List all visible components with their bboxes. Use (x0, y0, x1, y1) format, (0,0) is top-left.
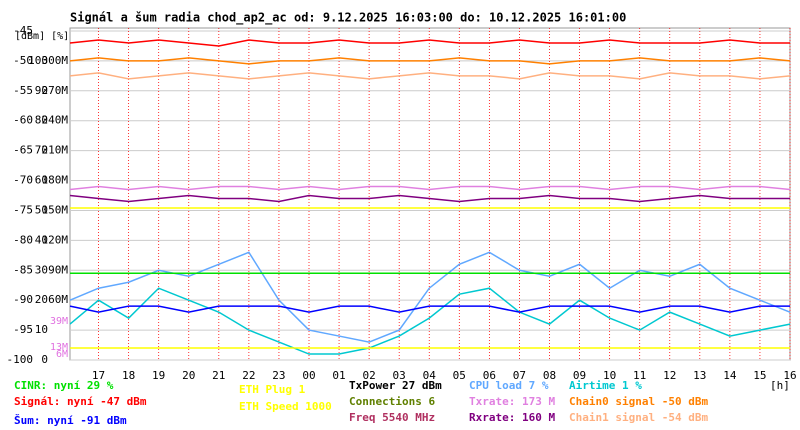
legend-entry: Txrate: 173 M (469, 395, 555, 408)
x-unit: [h] (770, 379, 790, 392)
y-tick-label: -50 (13, 54, 33, 67)
y-tick-label: -55 (13, 84, 33, 97)
x-tick-label: 03 (393, 369, 406, 382)
x-tick-label: 16 (783, 369, 796, 382)
y-tick-label: -90 (13, 293, 33, 306)
y-pct-label: 80 (35, 114, 48, 127)
x-tick-label: 22 (242, 369, 255, 382)
y-pct-label: 60 (35, 174, 48, 187)
y-tick-label: -60 (13, 114, 33, 127)
x-tick-label: 19 (152, 369, 165, 382)
y-rate-label: 60M (48, 293, 68, 306)
legend-entry: Šum: nyní -91 dBm (14, 414, 127, 427)
y-rate-label: 150M (42, 203, 69, 216)
x-tick-label: 05 (453, 369, 466, 382)
x-tick-label: 01 (332, 369, 345, 382)
x-tick-label: 06 (483, 369, 496, 382)
legend-entry: CINR: nyní 29 % (14, 379, 114, 392)
y-pct-label: 90 (35, 84, 48, 97)
y-pct-label: 10 (35, 323, 48, 336)
y-marker-label: 6M (56, 349, 68, 360)
y-marker-label: 13M (50, 342, 68, 353)
y-tick-label: -70 (13, 174, 33, 187)
y-tick-label: -85 (13, 263, 33, 276)
y-tick-label: -65 (13, 144, 33, 157)
chart-title: Signál a šum radia chod_ap2_ac od: 9.12.… (70, 11, 626, 26)
y-rate-label: 120M (42, 233, 69, 246)
legend-entry: Signál: nyní -47 dBm (14, 395, 147, 408)
x-tick-label: 12 (663, 369, 676, 382)
y-pct-label: 70 (35, 144, 48, 157)
legend-entry: Chain0 signal -50 dBm (569, 395, 708, 408)
series-line (69, 185, 791, 191)
y-rate-label: 300M (42, 54, 69, 67)
y-pct-label: 20 (35, 293, 48, 306)
x-tick-label: 20 (182, 369, 195, 382)
series-line (69, 287, 791, 355)
x-tick-label: 15 (753, 369, 766, 382)
series-line (69, 305, 790, 313)
annotation: Freq 5540 MHz (349, 411, 435, 424)
y-pct-label: 50 (35, 203, 48, 216)
y-rate-label: 240M (42, 114, 69, 127)
y-tick-label: -45 (13, 24, 33, 37)
series-line (69, 194, 790, 203)
y-tick-label: -95 (13, 323, 33, 336)
annotation: TxPower 27 dBm (349, 379, 442, 392)
x-tick-label: 13 (693, 369, 706, 382)
legend-entry: Rxrate: 160 M (469, 411, 555, 424)
x-tick-label: 23 (272, 369, 285, 382)
y-tick-label: -100 (7, 353, 34, 366)
y-rate-label: 270M (42, 84, 69, 97)
series-line (69, 57, 791, 65)
series-line (69, 72, 791, 80)
legend-entry: Airtime 1 % (569, 379, 642, 392)
x-tick-label: 14 (723, 369, 737, 382)
y-pct-label: 100 (28, 54, 48, 67)
x-tick-label: 07 (513, 369, 526, 382)
x-tick-label: 18 (122, 369, 135, 382)
x-tick-label: 10 (603, 369, 616, 382)
y-tick-label: -75 (13, 203, 33, 216)
y-pct-label: 30 (35, 263, 48, 276)
legend-entry: ETH Plug 1 (239, 383, 306, 396)
x-tick-label: 21 (212, 369, 225, 382)
x-tick-label: 08 (543, 369, 556, 382)
x-tick-label: 09 (573, 369, 586, 382)
y-tick-label: -80 (13, 233, 33, 246)
series-line (69, 39, 790, 47)
x-tick-label: 11 (633, 369, 646, 382)
series-line (69, 251, 791, 343)
y-marker-label: 39M (50, 316, 68, 327)
legend-entry: CPU load 7 % (469, 379, 549, 392)
y-pct-label: 40 (35, 233, 48, 246)
annotation: Connections 6 (349, 395, 435, 408)
y-rate-label: 210M (42, 144, 69, 157)
x-tick-label: 00 (302, 369, 315, 382)
x-tick-label: 02 (362, 369, 375, 382)
x-tick-label: 04 (423, 369, 437, 382)
legend-entry: Chain1 signal -54 dBm (569, 411, 708, 424)
legend-entry: ETH Speed 1000 (239, 400, 332, 413)
y-rate-label: 90M (48, 263, 68, 276)
x-tick-label: 17 (92, 369, 105, 382)
y-header: [dBm] [%] (15, 31, 69, 42)
y-pct-label: 0 (41, 353, 48, 366)
y-rate-label: 180M (42, 174, 69, 187)
